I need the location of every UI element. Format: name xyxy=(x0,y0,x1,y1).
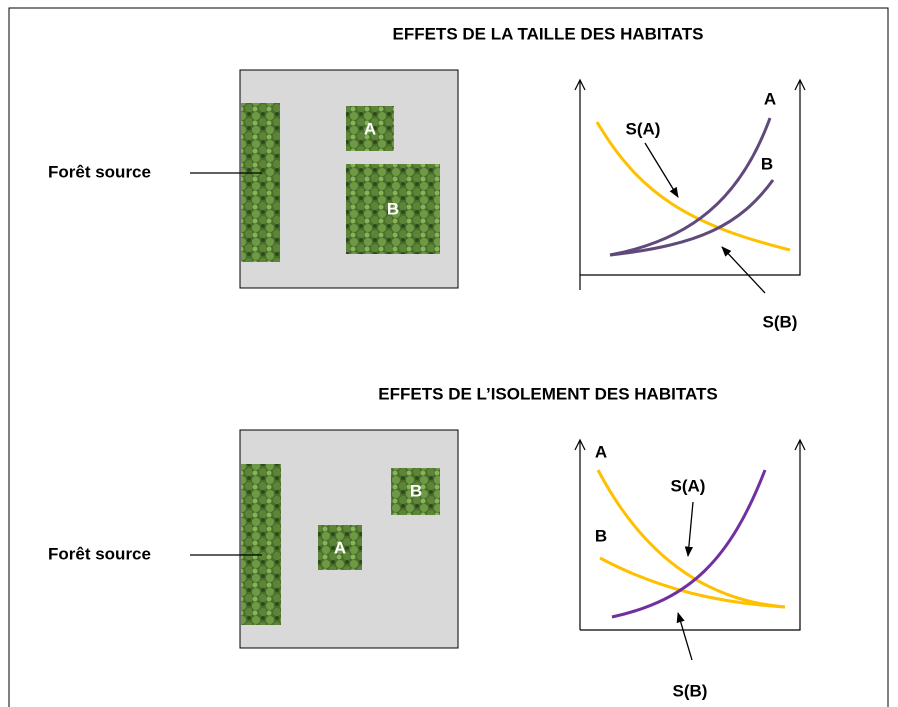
rate-label: S(B) xyxy=(673,681,708,700)
curve-label: A xyxy=(764,89,776,108)
source-forest xyxy=(241,103,280,262)
curve-label: B xyxy=(595,526,607,545)
panel-title: EFFETS DE LA TAILLE DES HABITATS xyxy=(392,24,703,43)
source-label: Forêt source xyxy=(48,544,151,563)
rate-label: S(A) xyxy=(626,119,661,138)
immigration-curve xyxy=(610,180,773,255)
pointer xyxy=(678,613,692,660)
patch-label: B xyxy=(387,199,399,218)
pointer xyxy=(688,502,693,556)
immigration-curve xyxy=(610,118,770,255)
patch-label: A xyxy=(334,538,346,557)
patch-label: A xyxy=(364,119,376,138)
panel-title: EFFETS DE L’ISOLEMENT DES HABITATS xyxy=(378,384,717,403)
source-label: Forêt source xyxy=(48,162,151,181)
pointer xyxy=(722,247,765,293)
rate-label: S(B) xyxy=(763,312,798,331)
source-forest xyxy=(241,464,281,625)
axis-arrows xyxy=(575,440,805,450)
patch-label: B xyxy=(410,481,422,500)
diagram: EFFETS DE LA TAILLE DES HABITATS A B For… xyxy=(0,0,898,707)
axes xyxy=(580,80,800,290)
curve-label: B xyxy=(761,154,773,173)
page: EFFETS DE LA TAILLE DES HABITATS A B For… xyxy=(0,0,898,707)
curve-label: A xyxy=(595,442,607,461)
rate-label: S(A) xyxy=(671,476,706,495)
